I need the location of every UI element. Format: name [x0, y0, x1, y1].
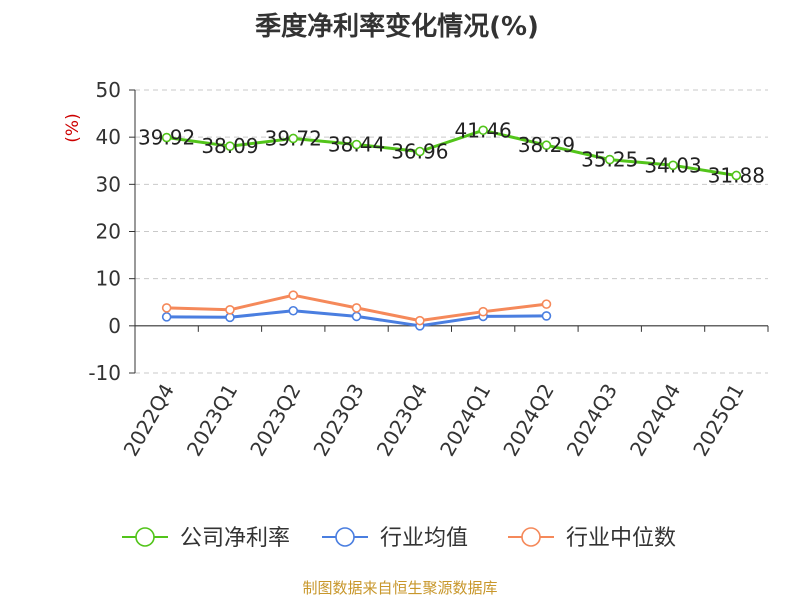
x-tick-label: 2023Q1 — [182, 380, 242, 461]
data-point — [415, 315, 425, 326]
x-tick-label: 2024Q4 — [625, 380, 685, 461]
source-note: 制图数据来自恒生聚源数据库 — [302, 579, 497, 597]
data-label: 38.09 — [201, 134, 258, 158]
y-tick-label: 40 — [96, 125, 121, 149]
x-tick-label: 2024Q1 — [435, 380, 495, 461]
grid-layer — [135, 89, 768, 374]
data-point — [478, 125, 488, 136]
data-label: 39.72 — [265, 126, 322, 150]
data-label: 41.46 — [455, 118, 512, 142]
data-point — [288, 133, 299, 144]
data-point — [351, 311, 362, 322]
legend-label: 行业均值 — [380, 526, 468, 551]
data-label: 38.29 — [518, 133, 575, 157]
y-tick-label: 30 — [96, 172, 121, 196]
x-tick-label: 2025Q1 — [688, 380, 748, 461]
data-label: 36.96 — [391, 140, 448, 164]
data-label-layer: 39.92 38.09 39.72 38.44 36.96 41.4638.2935.25… — [138, 118, 765, 187]
legend[interactable]: 公司净利率 行业均值 行业中位数 — [122, 526, 676, 551]
series-layer — [161, 125, 742, 331]
y-axis-label: (%) — [63, 113, 83, 142]
x-tick-label: 2023Q3 — [308, 380, 368, 461]
data-point — [541, 299, 552, 309]
legend-swatch-marker — [335, 527, 355, 547]
data-point — [288, 305, 299, 316]
x-tick-label: 2023Q2 — [245, 380, 305, 461]
legend-item[interactable]: 行业中位数 — [508, 526, 676, 551]
data-point — [604, 154, 615, 165]
data-point — [225, 304, 235, 315]
y-tick-label: 0 — [108, 314, 121, 338]
legend-item[interactable]: 行业均值 — [322, 526, 468, 551]
x-tick-label: 2024Q2 — [498, 380, 558, 461]
data-point — [668, 160, 678, 171]
data-point — [351, 139, 362, 150]
legend-swatch-marker — [521, 527, 541, 547]
legend-label: 行业中位数 — [566, 526, 676, 551]
data-point — [415, 146, 425, 157]
y-tick-label: 20 — [96, 220, 121, 244]
x-tick-label: 2023Q4 — [372, 380, 432, 461]
data-point — [541, 311, 552, 321]
y-tick-label: 10 — [96, 267, 121, 291]
data-point — [161, 312, 172, 322]
y-tick-label: 50 — [96, 78, 121, 102]
data-point — [541, 140, 552, 151]
data-point — [351, 303, 362, 313]
y-tick-label: -10 — [88, 361, 121, 385]
data-point — [288, 290, 299, 300]
legend-item[interactable]: 公司净利率 — [122, 526, 290, 551]
data-point — [731, 170, 742, 181]
x-tick-label: 2022Q4 — [119, 380, 179, 461]
chart-title: 季度净利率变化情况(%) — [255, 11, 539, 42]
data-label: 31.88 — [708, 163, 765, 187]
data-point — [161, 132, 172, 143]
data-point — [478, 306, 488, 317]
x-tick-label: 2024Q3 — [562, 380, 622, 461]
data-label: 39.92 — [138, 126, 195, 150]
data-point — [161, 303, 172, 313]
data-label: 34.03 — [644, 153, 701, 177]
legend-label: 公司净利率 — [180, 526, 290, 551]
data-label: 38.44 — [328, 133, 385, 157]
data-label: 35.25 — [581, 148, 638, 172]
legend-swatch-marker — [135, 527, 155, 547]
series-line-0 — [166, 128, 737, 177]
data-point — [225, 141, 235, 151]
